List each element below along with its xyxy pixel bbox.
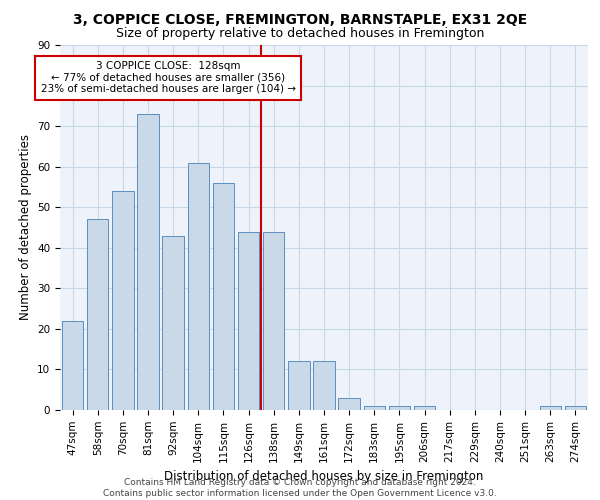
Bar bbox=[263, 232, 284, 410]
Bar bbox=[313, 362, 335, 410]
Bar bbox=[188, 162, 209, 410]
Bar bbox=[87, 220, 109, 410]
Bar bbox=[288, 362, 310, 410]
Bar bbox=[539, 406, 561, 410]
Bar bbox=[414, 406, 435, 410]
Bar bbox=[213, 183, 234, 410]
Bar bbox=[338, 398, 360, 410]
Bar bbox=[137, 114, 158, 410]
Text: 3, COPPICE CLOSE, FREMINGTON, BARNSTAPLE, EX31 2QE: 3, COPPICE CLOSE, FREMINGTON, BARNSTAPLE… bbox=[73, 12, 527, 26]
Bar bbox=[62, 321, 83, 410]
Text: Size of property relative to detached houses in Fremington: Size of property relative to detached ho… bbox=[116, 28, 484, 40]
Bar bbox=[112, 191, 134, 410]
Y-axis label: Number of detached properties: Number of detached properties bbox=[19, 134, 32, 320]
Bar bbox=[364, 406, 385, 410]
Bar bbox=[389, 406, 410, 410]
Text: Contains HM Land Registry data © Crown copyright and database right 2024.
Contai: Contains HM Land Registry data © Crown c… bbox=[103, 478, 497, 498]
Bar bbox=[163, 236, 184, 410]
Text: 3 COPPICE CLOSE:  128sqm
← 77% of detached houses are smaller (356)
23% of semi-: 3 COPPICE CLOSE: 128sqm ← 77% of detache… bbox=[41, 61, 296, 94]
X-axis label: Distribution of detached houses by size in Fremington: Distribution of detached houses by size … bbox=[164, 470, 484, 483]
Bar bbox=[565, 406, 586, 410]
Bar bbox=[238, 232, 259, 410]
